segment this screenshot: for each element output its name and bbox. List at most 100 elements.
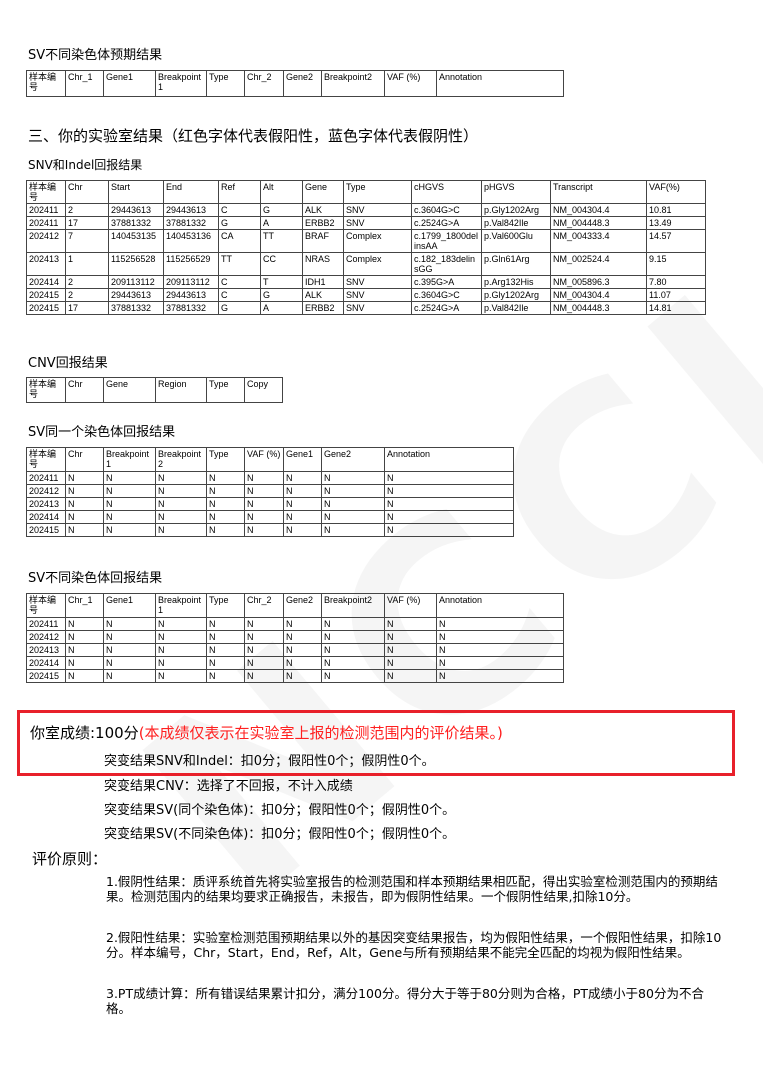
score-note: (本成绩仅表示在实验室上报的检测范围内的评价结果。) [138, 724, 503, 742]
table-cell: 140453136 [163, 229, 219, 253]
table-cell: N [384, 630, 437, 644]
column-header: Type [206, 447, 245, 472]
column-header: Start [108, 180, 164, 204]
table-cell: N [206, 471, 245, 485]
table-cell: N [436, 669, 564, 683]
table-cell: p.Gly1202Arg [481, 288, 551, 302]
table-cell: SNV [343, 203, 412, 217]
table-cell: SNV [343, 288, 412, 302]
table-cell: N [155, 669, 207, 683]
table-cell: N [244, 497, 284, 511]
table-cell: N [244, 669, 284, 683]
column-header: 样本编号 [26, 377, 66, 403]
table-cell: N [321, 484, 385, 498]
table-cell: 202412 [26, 484, 66, 498]
column-header: Breakpoint2 [321, 593, 385, 618]
table-cell: N [384, 497, 514, 511]
table-cell: N [244, 656, 284, 670]
table-cell: N [244, 630, 284, 644]
table-cell: N [155, 484, 207, 498]
table-cell: N [321, 471, 385, 485]
table-cell: N [283, 523, 322, 537]
table-cell: 2 [65, 288, 109, 302]
table-cell: N [155, 510, 207, 524]
table-cell: N [65, 510, 104, 524]
table-cell: 202414 [26, 275, 66, 289]
table-cell: N [283, 510, 322, 524]
table-cell: TT [218, 252, 261, 276]
table-cell: 209113112 [108, 275, 164, 289]
table-cell: 1 [65, 252, 109, 276]
table-cell: Complex [343, 229, 412, 253]
table-cell: CA [218, 229, 261, 253]
table-cell: N [65, 656, 104, 670]
table-cell: p.Arg132His [481, 275, 551, 289]
table-cell: N [384, 617, 437, 631]
table-row: 202415 N N N N N N N N N [26, 669, 564, 683]
table-cell: 13.49 [646, 216, 706, 230]
section3-title: 三、你的实验室结果（红色字体代表假阳性，蓝色字体代表假阴性） [28, 127, 479, 145]
table-cell: 202415 [26, 301, 66, 315]
table-cell: N [321, 669, 385, 683]
table-cell: 14.57 [646, 229, 706, 253]
table-cell: 29443613 [163, 288, 219, 302]
table-cell: N [155, 630, 207, 644]
table-cell: N [65, 617, 104, 631]
sv-same-table: 样本编号 Chr Breakpoint 1 Breakpoint 2 Type VAF (… [26, 447, 514, 537]
sv-diff-expected-table: 样本编号 Chr_1 Gene1 Breakpoint1 Type Chr_2 Gene2 B… [26, 70, 564, 97]
table-cell: N [206, 484, 245, 498]
table-cell: N [321, 643, 385, 657]
column-header: Gene2 [321, 447, 385, 472]
table-cell: N [155, 617, 207, 631]
table-cell: N [436, 630, 564, 644]
score-detail: 突变结果CNV：选择了不回报，不计入成绩 [104, 779, 353, 794]
table-header-row: 样本编号 Chr Gene Region Type Copy [26, 377, 283, 403]
table-cell: N [103, 669, 156, 683]
table-cell: N [321, 510, 385, 524]
table-cell: NRAS [302, 252, 344, 276]
table-cell: N [436, 617, 564, 631]
table-cell: N [103, 656, 156, 670]
table-cell: N [321, 617, 385, 631]
table-cell: N [384, 523, 514, 537]
table-cell: 202413 [26, 497, 66, 511]
table-cell: N [155, 471, 207, 485]
sv-diff-title: SV不同染色体回报结果 [28, 571, 163, 586]
score-detail: 突变结果SV(同个染色体)：扣0分；假阳性0个；假阴性0个。 [104, 803, 456, 818]
table-cell: SNV [343, 301, 412, 315]
column-header: Gene1 [103, 593, 156, 618]
score-highlight-box [17, 710, 735, 776]
table-cell: N [206, 510, 245, 524]
table-cell: N [65, 471, 104, 485]
column-header: Region [155, 377, 207, 403]
column-header: VAF (%) [244, 447, 284, 472]
table-header-row: 样本编号 Chr Start End Ref Alt Gene Type cHGVS pHGVS T… [26, 180, 706, 204]
table-cell: 7.80 [646, 275, 706, 289]
sv-diff-table: 样本编号 Chr_1 Gene1 Breakpoint1 Type Chr_2 Gene2 B… [26, 593, 564, 683]
table-cell: N [103, 643, 156, 657]
table-row: 202413 1 115256528 115256529 TT CC NRAS Complex… [26, 252, 706, 276]
column-header: Annotation [436, 593, 564, 618]
table-cell: c.3604G>C [411, 203, 482, 217]
column-header: Chr [65, 180, 109, 204]
table-row: 202412 N N N N N N N N N [26, 630, 564, 644]
table-cell: N [206, 617, 245, 631]
column-header: Annotation [436, 70, 564, 97]
table-cell: C [218, 203, 261, 217]
sv-same-title: SV同一个染色体回报结果 [28, 425, 176, 440]
table-cell: N [65, 643, 104, 657]
table-cell: N [65, 630, 104, 644]
table-cell: c.3604G>C [411, 288, 482, 302]
score-label: 你室成绩:100分 [30, 724, 139, 742]
table-cell: c.182_183delinsGG [411, 252, 482, 276]
table-row: 202413 N N N N N N N N [26, 497, 514, 511]
table-cell: N [206, 643, 245, 657]
column-header: Ref [218, 180, 261, 204]
column-header: Gene1 [103, 70, 156, 97]
snv-title: SNV和Indel回报结果 [28, 158, 143, 172]
table-row: 202414 2 209113112 209113112 C T IDH1 SNV c.395G… [26, 275, 706, 289]
table-cell: 202411 [26, 216, 66, 230]
table-cell: N [103, 617, 156, 631]
table-cell: 202411 [26, 617, 66, 631]
column-header: Copy [244, 377, 283, 403]
